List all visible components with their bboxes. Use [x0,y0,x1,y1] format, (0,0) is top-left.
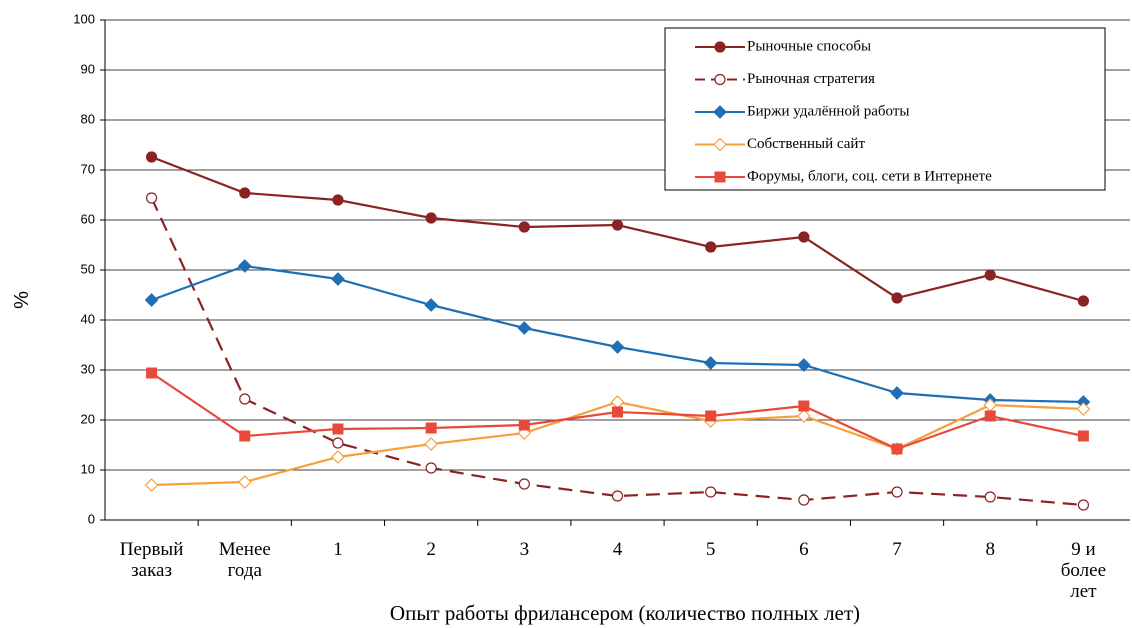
marker [984,269,996,281]
marker [610,340,625,354]
marker [144,478,159,492]
marker [425,422,437,434]
marker [144,293,159,307]
x-tick-label: 7 [892,539,902,560]
marker [1076,402,1091,416]
marker [713,137,727,152]
marker [610,395,625,409]
marker [798,494,810,506]
marker [797,409,811,423]
marker [705,410,717,422]
marker [797,358,811,372]
marker [798,231,810,243]
x-tick-label: 8 [985,539,995,560]
y-tick-label: 90 [81,61,95,76]
marker [425,212,437,224]
marker [713,105,727,119]
x-tick-label: 6 [799,539,809,560]
marker [518,221,530,233]
x-axis-label: Опыт работы фрилансером (количество полн… [390,601,860,625]
y-tick-label: 80 [81,111,95,126]
legend-box [664,27,1106,191]
y-tick-label: 30 [81,361,95,376]
marker [517,321,532,335]
marker [239,187,251,199]
marker [714,73,726,86]
marker [714,41,726,53]
marker [611,219,624,231]
marker [424,298,438,312]
marker [891,486,903,498]
marker [425,462,437,474]
marker [891,292,903,304]
marker [518,478,530,490]
x-tick-label: 3 [520,539,530,560]
x-tick-label: 5 [706,539,716,560]
legend-label: Рыночные способы [747,38,871,54]
x-tick-label: 9 и более лет [1061,539,1106,602]
x-tick-label: 2 [426,539,436,560]
marker [145,151,158,163]
marker [239,393,251,405]
marker [1077,499,1090,511]
marker [611,490,624,502]
marker [146,367,158,379]
marker [332,423,344,435]
y-tick-label: 10 [81,461,95,476]
x-tick-label: Первый заказ [120,539,184,581]
legend: Рыночные способы Рыночная стратегия Биржи … [664,27,1106,191]
y-tick-label: 100 [73,11,95,26]
marker [984,491,996,503]
marker [237,475,252,489]
marker [145,192,158,204]
marker [518,419,530,431]
y-tick-label: 70 [81,161,95,176]
marker [424,437,438,451]
marker [332,194,344,206]
marker [984,410,996,422]
legend-label: Биржи удалённой работы [747,103,909,119]
marker [705,241,717,253]
x-tick-label: Менее года [219,539,271,581]
marker [612,406,623,418]
marker [237,259,252,273]
marker [332,437,344,449]
marker [798,400,810,412]
marker [1077,430,1089,442]
marker [703,356,718,370]
y-tick-label: 0 [88,511,95,526]
y-tick-label: 50 [81,261,95,276]
legend-label: Форумы, блоги, соц. сети в Интернете [747,168,992,184]
marker [1077,295,1090,307]
marker [331,450,345,464]
y-tick-label: 40 [81,311,95,326]
marker [331,272,345,286]
marker [890,386,904,400]
y-tick-label: 20 [81,411,95,426]
legend-label: Рыночная стратегия [747,71,875,87]
x-tick-label: 1 [333,539,343,560]
series-line [150,197,1084,507]
marker [239,430,251,442]
y-axis-label: % [11,291,33,309]
marker [705,486,717,498]
marker [891,443,903,455]
marker [714,171,726,183]
legend-label: Собственный сайт [747,136,865,152]
y-tick-label: 60 [81,211,95,226]
x-tick-label: 4 [613,539,623,560]
